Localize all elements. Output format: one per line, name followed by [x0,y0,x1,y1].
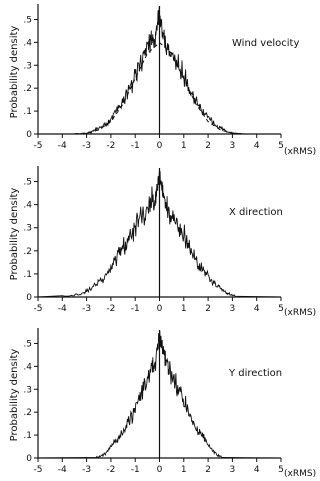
x-tick-label: 3 [230,465,236,475]
y-axis-label: Probability density [9,188,20,281]
x-tick-label: -4 [58,141,67,151]
x-tick-label: -4 [58,465,67,475]
x-tick-label: -4 [58,304,67,314]
x-tick-label: -3 [82,304,91,314]
fitted-curve [74,41,245,135]
y-tick-label: .5 [23,15,32,25]
x-tick-label: 1 [181,141,187,151]
y-tick-label: 0 [26,130,32,140]
x-unit-label: (xRMS) [284,469,316,479]
x-tick-label: 3 [230,141,236,151]
y-tick-label: .1 [23,107,32,117]
y-tick-label: .4 [23,201,32,211]
x-unit-label: (xRMS) [284,147,316,157]
x-tick-label: 5 [278,465,284,475]
y-tick-label: .5 [23,339,32,349]
x-tick-label: 1 [181,304,187,314]
x-tick-label: 5 [278,304,284,314]
y-tick-label: .4 [23,362,32,372]
x-tick-label: -1 [131,465,140,475]
x-tick-label: 0 [157,465,163,475]
x-tick-label: 3 [230,304,236,314]
y-tick-label: 0 [26,293,32,303]
x-tick-label: -5 [34,465,43,475]
x-tick-label: -5 [34,304,43,314]
panel-title: Y direction [228,368,282,379]
panel-title: X direction [229,207,283,218]
x-tick-label: -2 [106,141,115,151]
x-tick-label: 0 [157,304,163,314]
x-tick-label: -1 [131,141,140,151]
panel-wind-velocity: Probability density Wind velocity (xRMS)… [9,4,316,157]
y-tick-label: .3 [23,224,32,234]
density-trace [37,169,282,298]
y-tick-label: .3 [23,61,32,71]
x-tick-label: 2 [205,465,211,475]
density-trace [37,330,282,459]
y-tick-label: .2 [23,408,32,418]
x-tick-label: -1 [131,304,140,314]
x-tick-label: 4 [254,465,260,475]
y-tick-label: .5 [23,178,32,188]
x-unit-label: (xRMS) [284,308,316,318]
y-tick-label: .1 [23,270,32,280]
y-tick-label: .4 [23,38,32,48]
y-tick-label: 0 [26,454,32,464]
y-tick-label: .2 [23,84,32,94]
x-tick-label: 4 [254,141,260,151]
x-tick-label: -5 [34,141,43,151]
x-tick-label: -3 [82,141,91,151]
density-trace [38,6,281,135]
panel-x-direction: Probability density X direction (xRMS) -… [9,166,316,318]
x-tick-label: 2 [205,304,211,314]
x-tick-label: -2 [106,304,115,314]
panel-y-direction: Probability density Y direction (xRMS) -… [9,328,316,479]
y-tick-label: .3 [23,385,32,395]
y-tick-label: .1 [23,431,32,441]
x-tick-label: 2 [205,141,211,151]
panel-title: Wind velocity [232,38,299,49]
y-axis-label: Probability density [9,26,20,119]
x-tick-label: 0 [157,141,163,151]
x-tick-label: 4 [254,304,260,314]
x-tick-label: -2 [106,465,115,475]
y-axis-label: Probability density [9,349,20,442]
y-tick-label: .2 [23,247,32,257]
x-tick-label: 5 [278,141,284,151]
x-tick-label: 1 [181,465,187,475]
x-tick-label: -3 [82,465,91,475]
